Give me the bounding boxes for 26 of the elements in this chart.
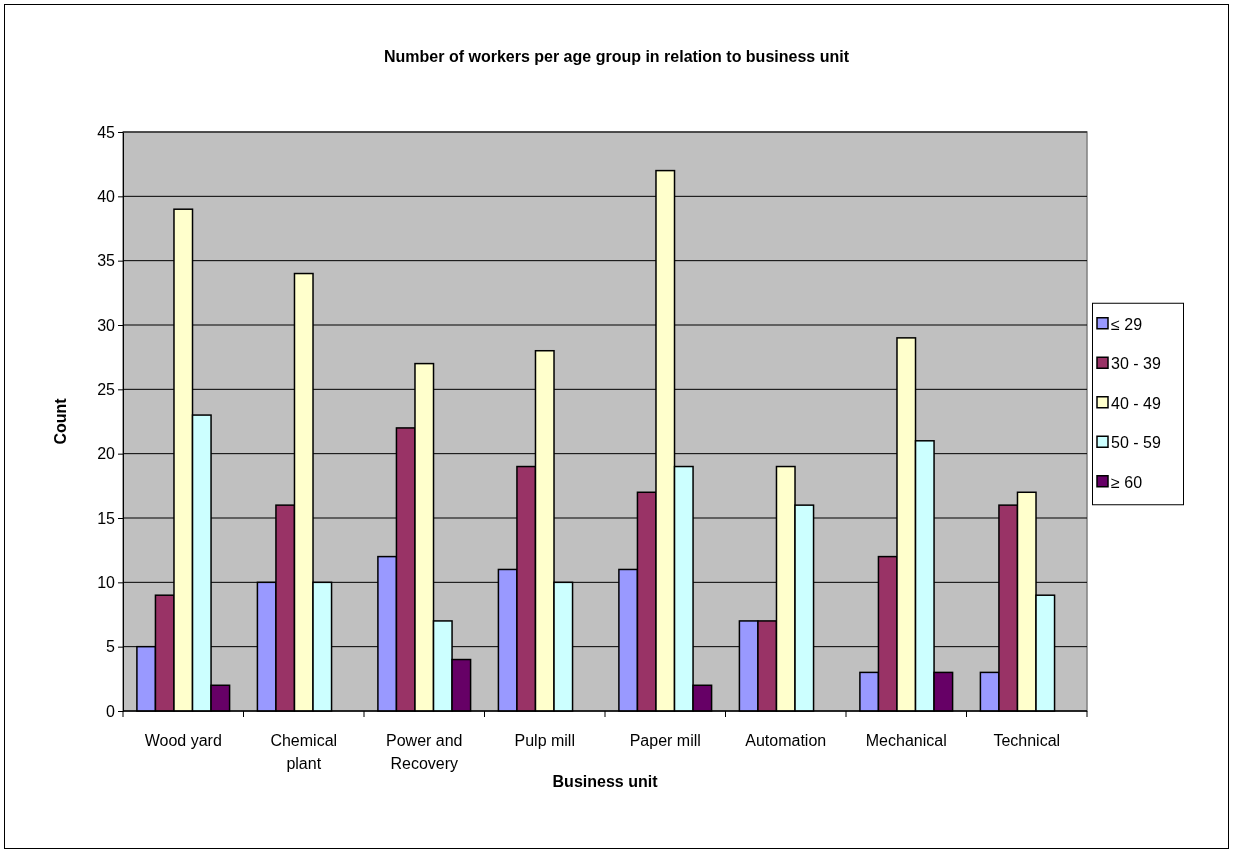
y-tick-label: 30: [97, 316, 116, 334]
y-tick-label: 15: [97, 509, 116, 527]
y-tick-label: 45: [97, 123, 116, 141]
legend-label: 40 - 49: [1111, 394, 1161, 412]
x-tick-label: Paper mill: [629, 732, 701, 749]
y-tick-label: 5: [106, 638, 116, 656]
x-tick-label: Power and Recovery: [386, 732, 463, 772]
x-axis-title: Business unit: [552, 773, 659, 790]
legend-label: 30 - 39: [1111, 355, 1161, 373]
y-tick-label: 35: [97, 252, 116, 270]
y-axis-title: Count: [52, 397, 69, 445]
x-tick-label: Mechanical: [865, 732, 947, 749]
legend-label: ≥ 60: [1111, 473, 1143, 491]
y-tick-label: 10: [97, 573, 116, 591]
y-tick-label: 20: [97, 445, 116, 463]
x-tick-label: Automation: [745, 732, 827, 749]
y-tick-label: 25: [97, 380, 116, 398]
y-tick-label: 40: [97, 187, 116, 205]
chart-title: Number of workers per age group in relation to business unit: [384, 48, 850, 65]
x-tick-label: Pulp mill: [514, 732, 575, 749]
x-tick-label: Technical: [993, 732, 1061, 749]
y-tick-label: 0: [106, 702, 116, 720]
x-tick-label: Chemical plant: [270, 732, 338, 772]
legend-label: ≤ 29: [1111, 315, 1143, 333]
x-tick-label: Wood yard: [144, 732, 222, 749]
legend-label: 50 - 59: [1111, 434, 1161, 452]
